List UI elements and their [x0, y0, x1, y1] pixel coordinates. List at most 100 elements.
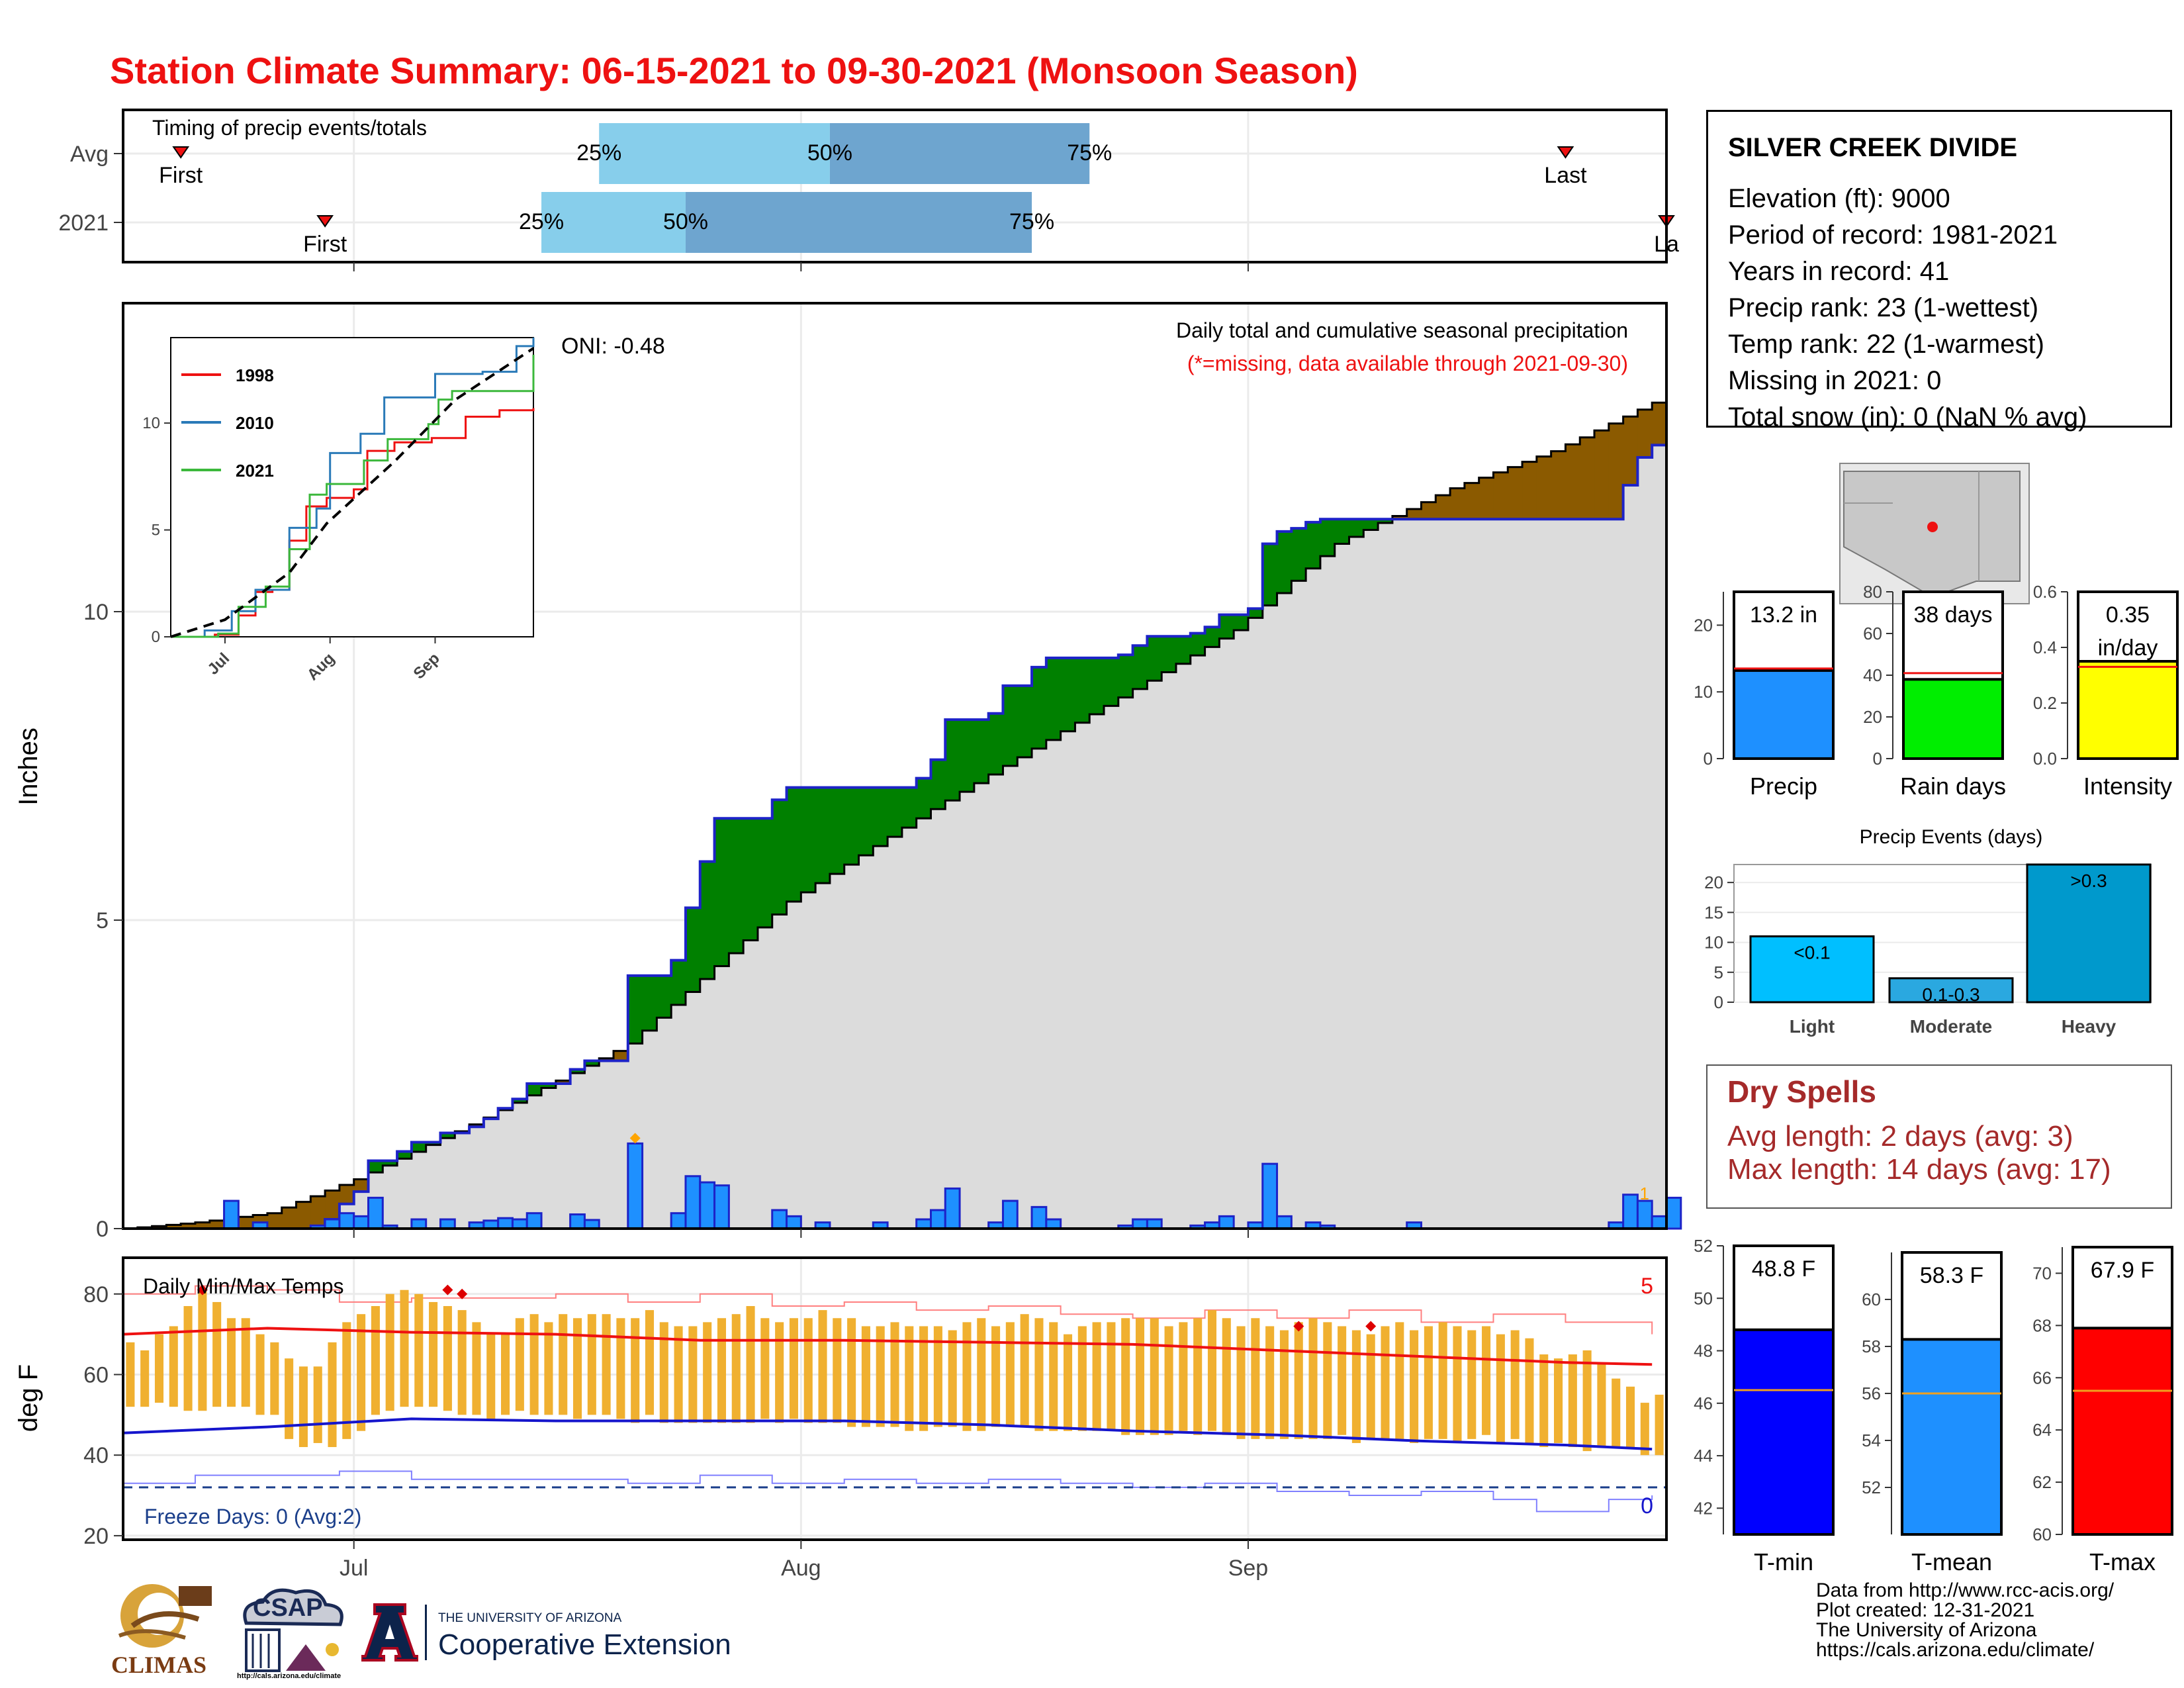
below-average-fill — [339, 1184, 355, 1204]
cumulative-base-fill — [1089, 714, 1105, 1229]
above-average-fill — [1349, 519, 1364, 537]
cumulative-base-fill — [945, 800, 960, 1229]
above-average-fill — [1190, 633, 1206, 656]
tmean-panel-y-tick-label: 60 — [1862, 1289, 1881, 1309]
cumulative-base-fill — [1060, 731, 1076, 1229]
daily-temp-bar — [659, 1322, 668, 1423]
ua-block-a-icon — [360, 1603, 420, 1662]
tmax-panel-value-label: 67.9 F — [2091, 1258, 2154, 1283]
above-average-fill — [657, 975, 672, 1018]
daily-temp-bar — [457, 1310, 467, 1415]
above-average-fill — [411, 1142, 427, 1152]
below-average-fill — [1450, 488, 1465, 520]
quartile-label-25: 25% — [576, 140, 621, 165]
daily-temp-bar — [1294, 1322, 1303, 1439]
daily-precip-bar — [569, 1213, 586, 1230]
above-average-fill — [1060, 657, 1076, 731]
cumulative-base-fill — [1175, 663, 1191, 1229]
above-average-fill — [1032, 667, 1047, 749]
daily-temp-bar — [1496, 1334, 1505, 1443]
tmean-panel-y-tick-label: 54 — [1862, 1430, 1881, 1450]
events-category-label: Moderate — [1910, 1016, 1992, 1037]
cumulative-base-fill — [671, 1004, 686, 1229]
daily-precip-bar — [944, 1187, 961, 1230]
above-average-fill — [570, 1069, 586, 1074]
csap-cloud-icon — [243, 1588, 343, 1672]
cumulative-base-fill — [1262, 605, 1278, 1229]
daily-temp-bar — [1482, 1326, 1491, 1435]
climas-logo: CLIMAS — [106, 1579, 218, 1679]
missing-count-label: 1 — [1640, 1184, 1649, 1203]
cumulative-base-fill — [455, 1133, 470, 1229]
above-average-fill — [527, 1083, 542, 1096]
events-y-tick-label: 0 — [1714, 992, 1723, 1012]
daily-temp-bar — [587, 1314, 596, 1415]
quartile-label-75: 75% — [1009, 209, 1054, 234]
temp-y-axis-title: deg F — [14, 1364, 43, 1432]
daily-temp-bar — [1410, 1330, 1419, 1443]
cumulative-base-fill — [1392, 519, 1408, 1229]
events-y-tick-label: 15 — [1704, 902, 1723, 922]
cumulative-base-fill — [786, 902, 801, 1229]
tmin-panel-value-label: 48.8 F — [1752, 1256, 1815, 1282]
above-average-fill — [974, 720, 989, 784]
daily-temp-bar — [833, 1318, 842, 1423]
dry-spells-max: Max length: 14 days (avg: 17) — [1727, 1153, 2111, 1186]
average-cumulative-line — [123, 395, 1668, 1230]
timing-plot-border — [122, 109, 1668, 263]
inset-legend-label: 2021 — [236, 461, 274, 481]
above-average-fill — [1104, 657, 1119, 706]
daily-temp-bar — [674, 1326, 683, 1423]
intensity-panel-category-label: Intensity — [2083, 773, 2172, 800]
tmean-panel-value-label: 58.3 F — [1920, 1263, 1983, 1288]
daily-temp-bar — [746, 1306, 755, 1423]
footer-line: Plot created: 12-31-2021 — [1816, 1599, 2035, 1621]
tmin-panel-category-label: T-min — [1754, 1548, 1813, 1575]
daily-temp-bar — [803, 1318, 813, 1423]
tmax-panel-value-bar — [2071, 1327, 2173, 1536]
above-average-fill — [1320, 519, 1336, 557]
cumulative-base-fill — [801, 892, 816, 1229]
above-average-fill — [512, 1099, 527, 1103]
above-average-fill — [873, 787, 888, 847]
avg-tmax-line — [122, 1327, 1653, 1366]
main-plot-border — [122, 302, 1668, 1230]
daily-precip-bar — [1030, 1205, 1048, 1230]
daily-precip-bar — [1622, 1194, 1639, 1230]
temp-plot-border — [122, 1256, 1668, 1541]
daily-precip-bar — [713, 1184, 730, 1230]
above-average-fill — [1363, 519, 1379, 530]
temp-y-tick-label: 40 — [83, 1443, 109, 1468]
tmean-panel-value-bar — [1901, 1338, 2003, 1536]
below-average-fill — [325, 1190, 340, 1220]
daily-precip-bar — [367, 1196, 384, 1230]
daily-temp-bar — [1510, 1330, 1520, 1439]
intensity-panel-value-label: in/day — [2098, 635, 2158, 661]
above-average-fill — [1277, 531, 1292, 594]
daily-temp-bar — [919, 1326, 929, 1431]
main-caption-missing: (*=missing, data available through 2021-… — [1187, 352, 1628, 375]
daily-temp-bar — [501, 1334, 510, 1415]
cumulative-base-fill — [829, 874, 845, 1229]
rain-days-panel-y-tick-label: 60 — [1863, 624, 1882, 643]
tmax-panel-y-tick-label: 62 — [2032, 1472, 2052, 1492]
daily-temp-bar — [731, 1314, 741, 1423]
daily-temp-bar — [414, 1293, 424, 1407]
above-average-fill — [397, 1151, 412, 1159]
cumulative-base-fill — [1003, 766, 1018, 1229]
cumulative-base-fill — [873, 846, 888, 1229]
oni-label: ONI: -0.48 — [561, 334, 665, 359]
cumulative-base-fill — [426, 1145, 441, 1229]
cumulative-base-fill — [1435, 519, 1451, 1229]
below-average-fill — [281, 1207, 297, 1229]
daily-temp-bar — [371, 1306, 380, 1415]
daily-precip-bar — [1276, 1215, 1293, 1230]
cumulative-base-fill — [1363, 530, 1379, 1229]
daily-temp-bar — [140, 1350, 150, 1407]
daily-precip-bar — [684, 1175, 702, 1230]
below-average-fill — [1652, 402, 1667, 445]
main-caption: Daily total and cumulative seasonal prec… — [1176, 318, 1628, 342]
below-average-fill — [1508, 467, 1523, 520]
csap-url: http://cals.arizona.edu/climate — [237, 1672, 341, 1680]
